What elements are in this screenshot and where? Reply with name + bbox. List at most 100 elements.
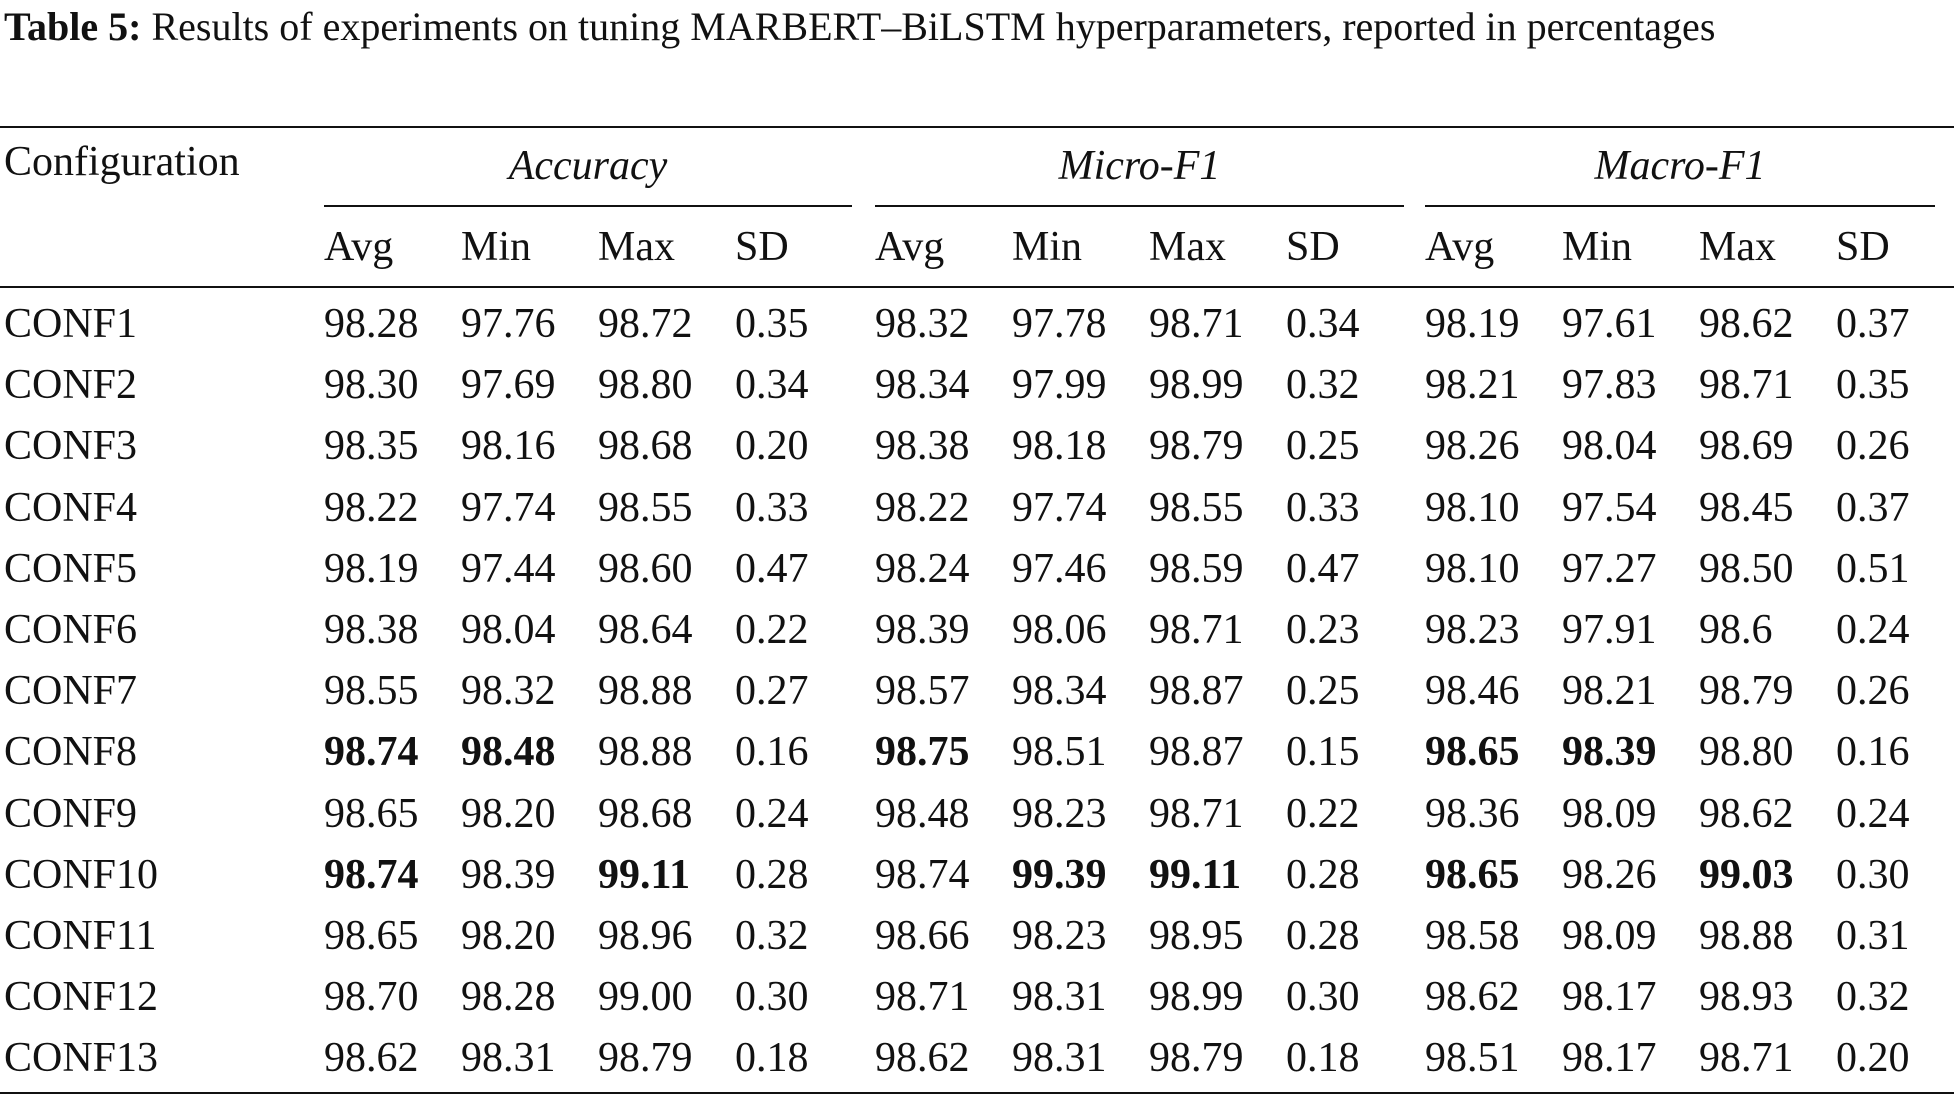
row-label: CONF13 xyxy=(4,1035,159,1082)
cell: 99.00 xyxy=(598,974,693,1021)
cell: 0.24 xyxy=(1836,607,1910,653)
cell: 99.11 xyxy=(1149,851,1242,898)
rule xyxy=(0,126,1954,128)
cell: 98.10 xyxy=(1425,545,1520,592)
cell: 98.31 xyxy=(1012,1035,1107,1082)
cell: 98.45 xyxy=(1699,484,1794,531)
cell: 98.34 xyxy=(875,362,970,409)
cell: 98.39 xyxy=(1562,729,1657,776)
cell: 0.34 xyxy=(735,362,809,409)
cell: 97.74 xyxy=(1012,484,1107,531)
cell: 0.18 xyxy=(735,1035,809,1082)
cell: 99.03 xyxy=(1699,851,1794,898)
cell: 98.48 xyxy=(461,729,556,776)
cell: 0.37 xyxy=(1836,301,1910,347)
cell: 98.19 xyxy=(324,545,419,592)
cell: 98.16 xyxy=(461,423,556,470)
cell: 98.22 xyxy=(875,484,970,531)
cell: 98.09 xyxy=(1562,790,1657,837)
cell: 98.39 xyxy=(461,851,556,898)
cell: 98.18 xyxy=(1012,423,1107,470)
cell: 98.17 xyxy=(1562,974,1657,1021)
cell: 98.62 xyxy=(1699,301,1794,347)
cell: 0.24 xyxy=(735,790,809,837)
cell: 98.68 xyxy=(598,423,693,470)
cell: 98.60 xyxy=(598,545,693,592)
cell: 98.65 xyxy=(1425,851,1520,898)
row-label: CONF5 xyxy=(4,545,138,592)
cell: 98.74 xyxy=(324,851,419,898)
cell: 98.74 xyxy=(324,729,419,776)
cell: 98.79 xyxy=(1149,1035,1244,1082)
cell: 97.76 xyxy=(461,301,556,347)
subheader: Avg xyxy=(324,224,394,270)
cell: 98.71 xyxy=(1149,790,1244,837)
cell: 98.04 xyxy=(461,607,556,653)
cell: 99.11 xyxy=(598,851,691,898)
cell: 0.23 xyxy=(1286,607,1360,653)
subheader: SD xyxy=(1286,224,1340,270)
cell: 98.32 xyxy=(875,301,970,347)
cell: 98.62 xyxy=(1699,790,1794,837)
row-label: CONF1 xyxy=(4,301,138,347)
cell: 0.35 xyxy=(1836,362,1910,409)
rule xyxy=(0,1092,1954,1094)
rule xyxy=(875,205,1404,207)
cell: 0.32 xyxy=(1836,974,1910,1021)
row-label: CONF9 xyxy=(4,790,138,837)
cell: 98.39 xyxy=(875,607,970,653)
caption: Table 5: Results of experiments on tunin… xyxy=(4,0,1914,54)
cell: 98.80 xyxy=(598,362,693,409)
cell: 98.10 xyxy=(1425,484,1520,531)
cell: 0.47 xyxy=(735,545,809,592)
cell: 98.88 xyxy=(598,668,693,715)
cell: 98.26 xyxy=(1425,423,1520,470)
cell: 98.71 xyxy=(1699,362,1794,409)
cell: 98.79 xyxy=(1149,423,1244,470)
cell: 98.65 xyxy=(324,913,419,959)
cell: 98.66 xyxy=(875,913,970,959)
cell: 98.55 xyxy=(1149,484,1244,531)
subheader: Avg xyxy=(1425,224,1495,270)
cell: 0.34 xyxy=(1286,301,1360,347)
cell: 0.27 xyxy=(735,668,809,715)
cell: 97.78 xyxy=(1012,301,1107,347)
cell: 0.28 xyxy=(1286,913,1360,959)
cell: 0.28 xyxy=(735,851,809,898)
cell: 98.26 xyxy=(1562,851,1657,898)
cell: 97.91 xyxy=(1562,607,1657,653)
cell: 98.20 xyxy=(461,790,556,837)
cell: 97.83 xyxy=(1562,362,1657,409)
cell: 98.69 xyxy=(1699,423,1794,470)
cell: 0.24 xyxy=(1836,790,1910,837)
rule xyxy=(1425,205,1935,207)
cell: 97.27 xyxy=(1562,545,1657,592)
cell: 98.6 xyxy=(1699,607,1773,653)
cell: 97.74 xyxy=(461,484,556,531)
cell: 98.71 xyxy=(875,974,970,1021)
subheader: Max xyxy=(598,224,675,270)
cell: 0.30 xyxy=(1286,974,1360,1021)
cell: 0.32 xyxy=(1286,362,1360,409)
cell: 98.99 xyxy=(1149,974,1244,1021)
cell: 98.55 xyxy=(324,668,419,715)
cell: 98.58 xyxy=(1425,913,1520,959)
cell: 97.44 xyxy=(461,545,556,592)
subheader: SD xyxy=(735,224,789,270)
cell: 98.79 xyxy=(1699,668,1794,715)
cell: 98.46 xyxy=(1425,668,1520,715)
cell: 98.75 xyxy=(875,729,970,776)
cell: 0.35 xyxy=(735,301,809,347)
group-header: Macro-F1 xyxy=(1594,143,1766,189)
cell: 98.31 xyxy=(1012,974,1107,1021)
cell: 98.64 xyxy=(598,607,693,653)
cell: 98.19 xyxy=(1425,301,1520,347)
cell: 0.22 xyxy=(735,607,809,653)
cell: 97.69 xyxy=(461,362,556,409)
subheader: Max xyxy=(1699,224,1776,270)
cell: 98.38 xyxy=(875,423,970,470)
cell: 0.51 xyxy=(1836,545,1910,592)
cell: 0.15 xyxy=(1286,729,1360,776)
cell: 98.59 xyxy=(1149,545,1244,592)
